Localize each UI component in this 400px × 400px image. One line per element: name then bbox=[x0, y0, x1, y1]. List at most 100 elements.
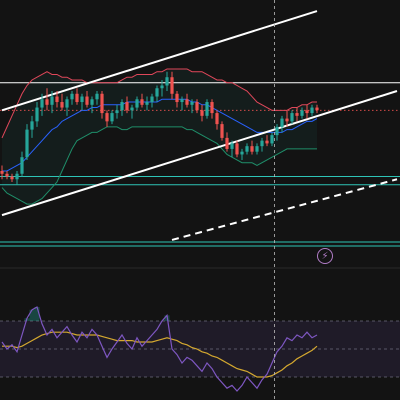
candle-body bbox=[135, 99, 139, 108]
candle-body bbox=[195, 102, 199, 111]
lightning-bolt-icon[interactable]: ⚡ bbox=[317, 248, 333, 264]
candle bbox=[5, 170, 9, 180]
candle bbox=[165, 71, 169, 92]
candle-body bbox=[200, 110, 204, 116]
candle bbox=[110, 110, 114, 125]
candle-body bbox=[305, 110, 309, 114]
candle bbox=[180, 96, 184, 111]
candle bbox=[285, 110, 289, 127]
candle-body bbox=[310, 107, 314, 114]
trendline-3 bbox=[171, 178, 398, 241]
candle bbox=[305, 104, 309, 119]
candle bbox=[295, 107, 299, 122]
candle bbox=[210, 99, 214, 119]
candle-body bbox=[140, 99, 144, 105]
candle-body bbox=[175, 93, 179, 103]
candle-body bbox=[80, 96, 84, 103]
candle bbox=[220, 121, 224, 141]
candle-body bbox=[315, 107, 319, 111]
bollinger-upper-line bbox=[1, 68, 317, 139]
candle-body bbox=[50, 96, 54, 105]
candle-body bbox=[60, 102, 64, 108]
candle bbox=[145, 96, 149, 111]
candle bbox=[10, 173, 14, 183]
candle-body bbox=[190, 102, 194, 105]
candle bbox=[310, 104, 314, 116]
candle-body bbox=[165, 77, 169, 86]
candle-body bbox=[205, 102, 209, 116]
candle-body bbox=[250, 146, 254, 152]
rsi-overbought-fill bbox=[24, 307, 170, 321]
candle-body bbox=[110, 113, 114, 122]
candle bbox=[120, 99, 124, 116]
candle bbox=[300, 107, 304, 119]
candle bbox=[75, 88, 79, 105]
candle-body bbox=[185, 99, 189, 105]
candle bbox=[260, 137, 264, 152]
candle bbox=[195, 99, 199, 114]
candle-body bbox=[90, 99, 94, 105]
candle bbox=[150, 93, 154, 108]
candle-body bbox=[100, 93, 104, 114]
candle-body bbox=[145, 102, 149, 105]
candle bbox=[160, 79, 164, 97]
candle bbox=[60, 93, 64, 111]
candle bbox=[85, 91, 89, 108]
candle bbox=[35, 102, 39, 127]
candle-body bbox=[150, 96, 154, 103]
candle bbox=[55, 91, 59, 108]
candle bbox=[100, 91, 104, 119]
candle-body bbox=[235, 143, 239, 155]
candle-body bbox=[260, 140, 264, 147]
candle bbox=[20, 151, 24, 177]
candle-body bbox=[20, 157, 24, 174]
candle-body bbox=[35, 107, 39, 122]
candle-body bbox=[290, 113, 294, 122]
candle-body bbox=[160, 85, 164, 89]
candle bbox=[90, 96, 94, 114]
candle-body bbox=[245, 146, 249, 152]
bollinger-band-fill bbox=[2, 68, 317, 205]
candle bbox=[315, 104, 319, 114]
candle-body bbox=[85, 96, 89, 105]
candle bbox=[105, 110, 109, 127]
candle bbox=[95, 91, 99, 105]
candle-body bbox=[70, 93, 74, 100]
candle-body bbox=[25, 129, 29, 158]
candle bbox=[190, 99, 194, 114]
candle-body bbox=[105, 113, 109, 122]
candle bbox=[0, 165, 4, 180]
candle bbox=[125, 96, 129, 114]
candle bbox=[280, 115, 284, 133]
candle bbox=[155, 85, 159, 103]
candle-body bbox=[125, 102, 129, 111]
candle-body bbox=[265, 140, 269, 144]
trendline-1 bbox=[1, 10, 318, 112]
candle-body bbox=[55, 96, 59, 103]
candle-body bbox=[15, 173, 19, 180]
candle-body bbox=[215, 113, 219, 125]
rsi-line bbox=[1, 306, 318, 392]
candle-body bbox=[30, 121, 34, 130]
candle-body bbox=[10, 176, 14, 180]
candle bbox=[40, 93, 44, 116]
candle bbox=[25, 124, 29, 160]
candle bbox=[235, 140, 239, 158]
candle bbox=[140, 93, 144, 108]
candle-body bbox=[285, 118, 289, 122]
candle bbox=[70, 91, 74, 105]
candle bbox=[255, 143, 259, 155]
candle-body bbox=[0, 170, 4, 174]
candle-body bbox=[295, 113, 299, 116]
candle bbox=[80, 93, 84, 111]
candle-body bbox=[130, 107, 134, 111]
candle bbox=[225, 132, 229, 152]
candle-body bbox=[275, 126, 279, 136]
candle-body bbox=[280, 118, 284, 127]
candle-body bbox=[75, 93, 79, 103]
candle bbox=[30, 115, 34, 138]
candle bbox=[50, 91, 54, 114]
candle-body bbox=[155, 88, 159, 97]
